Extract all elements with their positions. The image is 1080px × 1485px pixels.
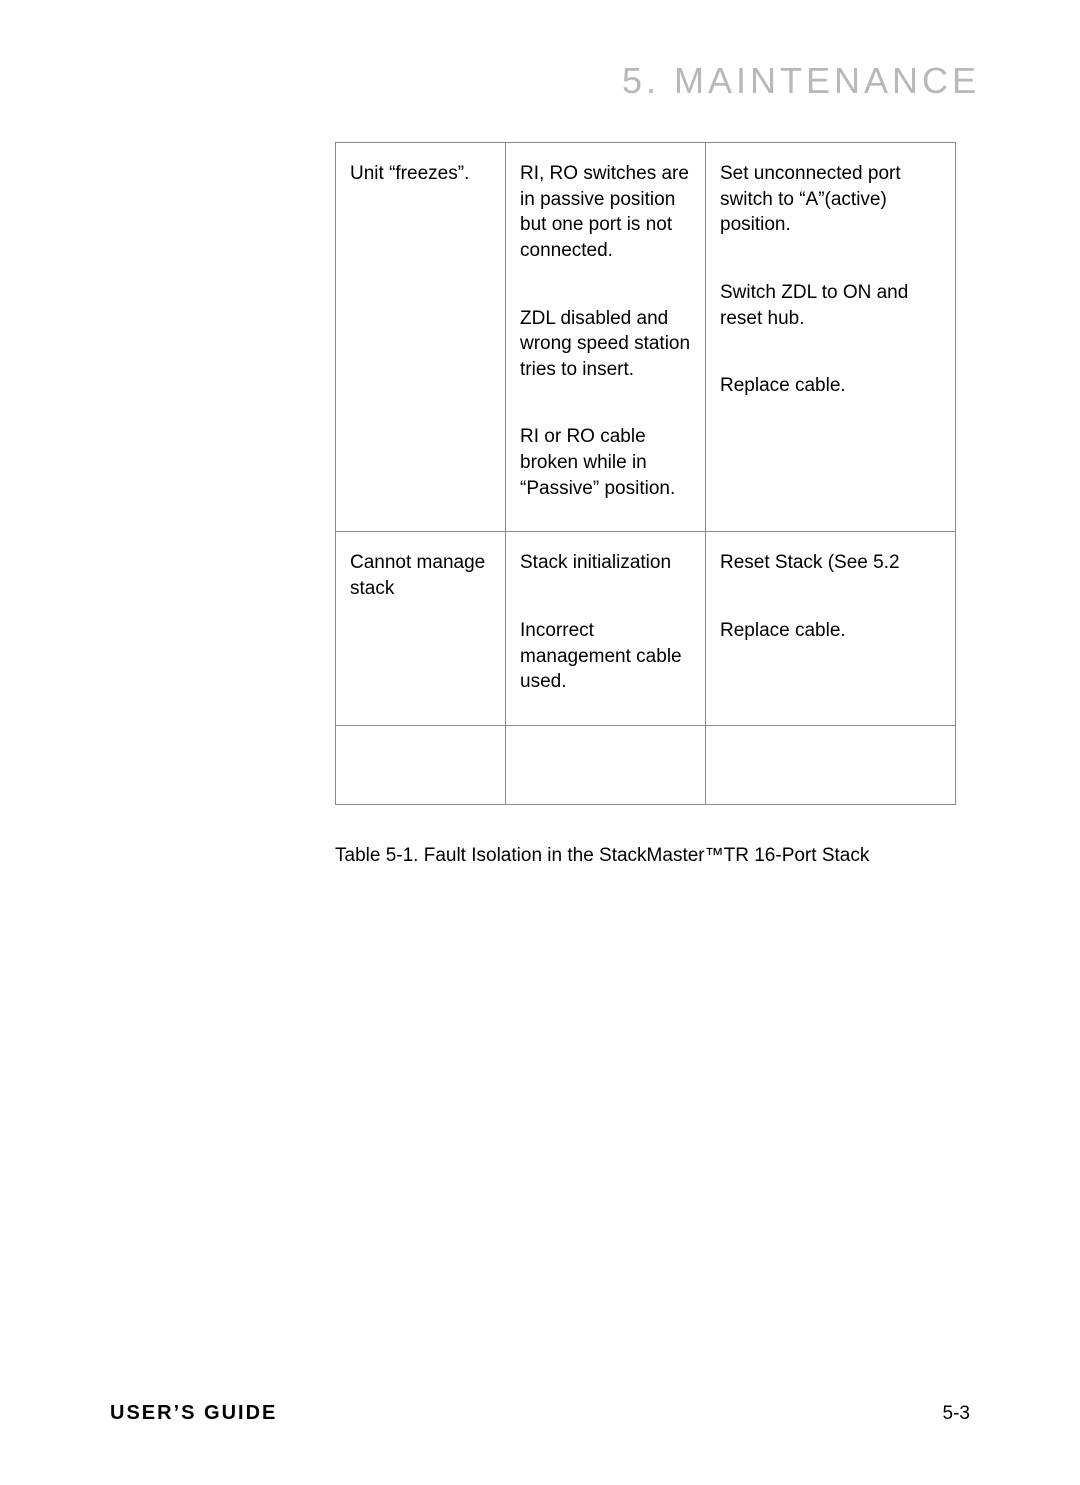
chapter-title: 5. MAINTENANCE	[110, 60, 980, 102]
table-row: Cannot manage stack Stack initialization…	[336, 532, 956, 726]
cause-text: RI, RO switches are in passive position …	[520, 161, 691, 264]
cause-cell: Stack initialization Incorrect managemen…	[506, 532, 706, 726]
footer-guide-label: USER’S GUIDE	[110, 1402, 277, 1425]
fault-table-wrap: Unit “freezes”. RI, RO switches are in p…	[335, 142, 955, 805]
fault-table: Unit “freezes”. RI, RO switches are in p…	[335, 142, 956, 805]
table-row: Unit “freezes”. RI, RO switches are in p…	[336, 143, 956, 532]
action-text: Set unconnected port switch to “A”(activ…	[720, 161, 941, 238]
action-cell: Set unconnected port switch to “A”(activ…	[706, 143, 956, 532]
action-text: Replace cable.	[720, 373, 941, 399]
cause-cell: RI, RO switches are in passive position …	[506, 143, 706, 532]
table-caption: Table 5-1. Fault Isolation in the StackM…	[335, 845, 970, 867]
table-row	[336, 725, 956, 804]
action-text: Replace cable.	[720, 618, 941, 644]
action-cell	[706, 725, 956, 804]
action-cell: Reset Stack (See 5.2 Replace cable.	[706, 532, 956, 726]
cause-text: ZDL disabled and wrong speed station tri…	[520, 306, 691, 383]
symptom-cell: Unit “freezes”.	[336, 143, 506, 532]
cause-text: Incorrect management cable used.	[520, 618, 691, 695]
symptom-cell: Cannot manage stack	[336, 532, 506, 726]
cause-text: Stack initialization	[520, 550, 691, 576]
page-footer: USER’S GUIDE 5-3	[110, 1402, 970, 1425]
footer-page-number: 5-3	[943, 1403, 970, 1425]
cause-cell	[506, 725, 706, 804]
action-text: Switch ZDL to ON and reset hub.	[720, 280, 941, 331]
action-text: Reset Stack (See 5.2	[720, 550, 941, 576]
symptom-text: Cannot manage stack	[350, 552, 485, 599]
cause-text: RI or RO cable broken while in “Passive”…	[520, 424, 691, 501]
symptom-text: Unit “freezes”.	[350, 163, 469, 184]
symptom-cell	[336, 725, 506, 804]
